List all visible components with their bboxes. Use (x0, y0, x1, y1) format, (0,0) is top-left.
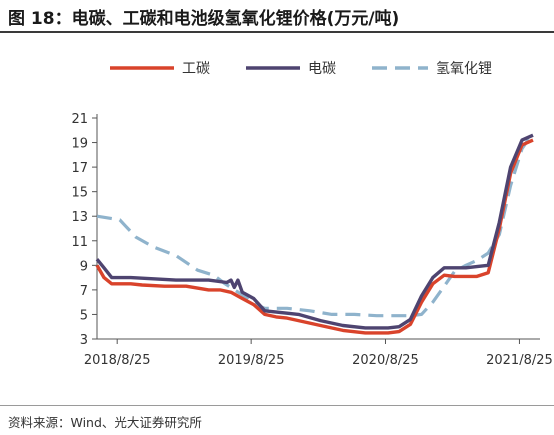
title-rule (0, 31, 554, 33)
y-tick-label: 11 (71, 235, 88, 250)
y-tick-label: 7 (80, 284, 88, 299)
y-tick-label: 19 (71, 137, 88, 152)
y-tick-label: 21 (71, 112, 88, 127)
y-tick-label: 9 (80, 259, 88, 274)
page-title: 图 18：电碳、工碳和电池级氢氧化锂价格(万元/吨) (8, 9, 400, 29)
y-tick-label: 5 (80, 308, 88, 323)
legend-label-3: 氢氧化锂 (436, 61, 492, 77)
series-layer (95, 131, 535, 335)
y-tick-label: 15 (71, 186, 88, 201)
x-tick-label: 2021/8/25 (486, 353, 553, 368)
x-tick-label: 2020/8/25 (352, 353, 419, 368)
source-rule (0, 405, 554, 406)
legend-label-1: 工碳 (182, 61, 210, 77)
series-line-3 (96, 131, 535, 318)
x-tick-label: 2019/8/25 (218, 353, 285, 368)
y-tick-label: 17 (71, 161, 88, 176)
legend-label-2: 电碳 (308, 61, 336, 77)
y-axis: 3 5 7 9 11 13 15 17 19 21 (71, 112, 98, 348)
series-line-1 (95, 138, 534, 335)
x-axis: 2018/8/25 2019/8/25 2020/8/25 2021/8/25 (84, 338, 553, 368)
source-note: 资料来源：Wind、光大证券研究所 (8, 415, 202, 430)
y-tick-label: 3 (80, 333, 88, 348)
y-tick-label: 13 (71, 210, 88, 225)
price-line-chart: 工碳 电碳 氢氧化锂 3 5 7 9 11 13 15 17 19 21 2018/8/25 2019/… (71, 61, 553, 368)
x-tick-label: 2018/8/25 (84, 353, 151, 368)
chart-legend: 工碳 电碳 氢氧化锂 (110, 61, 492, 77)
series-line-2 (95, 133, 534, 330)
